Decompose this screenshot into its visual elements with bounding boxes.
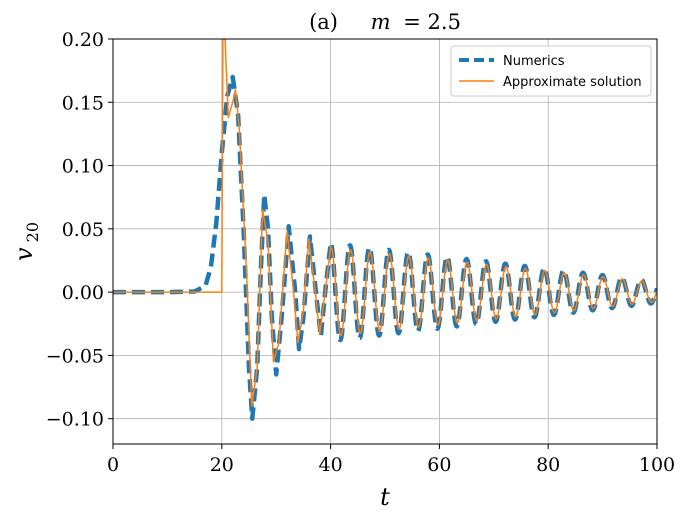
x-tick-label: 60 [427, 454, 451, 476]
y-tick-label: 0.00 [62, 282, 104, 304]
series-approx-line [113, 39, 657, 407]
title-var: m [371, 10, 391, 34]
legend-label-approx: Approximate solution [503, 75, 642, 90]
legend: Numerics Approximate solution [450, 45, 652, 97]
plot-background [113, 39, 657, 444]
y-tick-label: −0.10 [46, 409, 104, 431]
x-tick-label: 0 [107, 454, 119, 476]
chart-title: (a) m = 2.5 [309, 10, 461, 34]
y-axis-label: v 20 [10, 222, 42, 261]
x-tick-label: 100 [639, 454, 675, 476]
legend-box [450, 45, 652, 97]
y-tick-label: 0.05 [62, 219, 104, 241]
y-tick-label: 0.15 [62, 92, 104, 114]
x-axis-label: t [380, 483, 390, 511]
y-tick-label: 0.10 [62, 156, 104, 178]
y-tick-label: −0.05 [46, 345, 104, 367]
title-prefix: (a) [309, 10, 338, 34]
y-axis-label-sub: 20 [23, 222, 42, 242]
y-axis-label-base: v [10, 247, 38, 261]
title-value: = 2.5 [403, 10, 461, 34]
data-lines [113, 39, 657, 421]
x-tick-label: 80 [536, 454, 560, 476]
y-tick-label: 0.20 [62, 29, 104, 51]
x-tick-label: 20 [210, 454, 234, 476]
legend-label-numerics: Numerics [503, 54, 565, 69]
plot-frame [112, 38, 658, 445]
x-tick-label: 40 [319, 454, 343, 476]
ticks: 0 20 40 60 80 100 −0.10 −0.05 0.00 0.05 0.10 0.15 0.… [46, 29, 675, 476]
